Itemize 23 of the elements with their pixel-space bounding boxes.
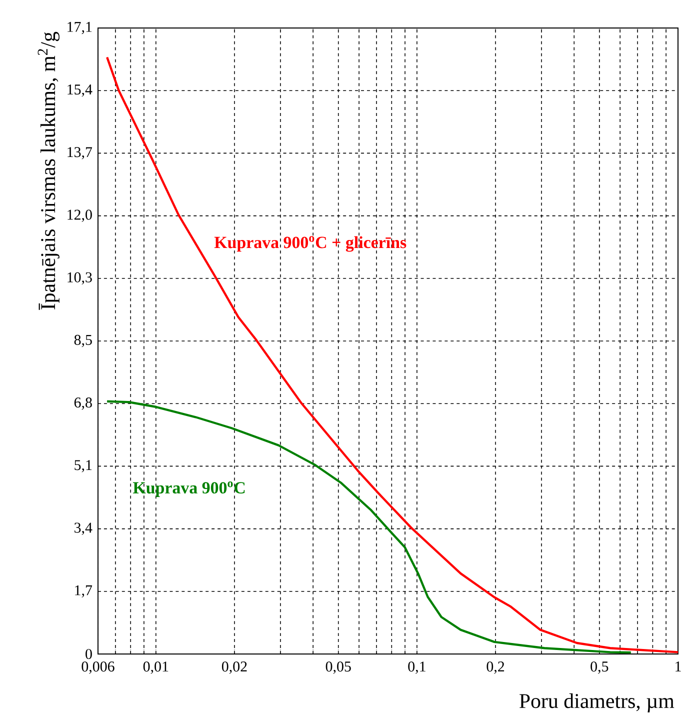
y-tick-label: 1,7 [75,585,92,598]
y-tick-label: 15,4 [68,84,92,97]
x-tick-label: 0,1 [408,661,426,674]
x-tick-label: 1 [676,662,681,672]
x-tick-label: 0,01 [143,661,168,674]
y-tick-label: 13,7 [68,147,92,160]
x-tick-label: 0,5 [590,661,608,674]
y-tick-label: 0 [86,648,92,660]
x-tick-label: 0,02 [222,661,247,674]
series-label: Kuprava 900$^{o}$C + glicerīns [214,236,406,252]
y-tick-label: 3,4 [74,522,92,535]
x-axis-title: Poru diametrs, µm [520,693,674,712]
x-tick-label: 0,006 [82,661,114,674]
y-tick-label: 17,1 [68,22,92,34]
y-tick-label: 10,3 [68,272,92,285]
x-tick-label: 0,05 [326,661,351,674]
y-tick-label: 8,5 [74,334,92,348]
text: Kuprava 900$^{o}$C [132,482,245,497]
x-tick-label: 0,2 [486,661,504,674]
y-tick-label: 12,0 [68,210,92,222]
y-tick-label: 5,1 [74,460,92,472]
y-axis-title: Īpatnējais virsmas laukums, m$^{2}$/g [38,32,60,310]
y-tick-label: 6,8 [74,397,92,410]
